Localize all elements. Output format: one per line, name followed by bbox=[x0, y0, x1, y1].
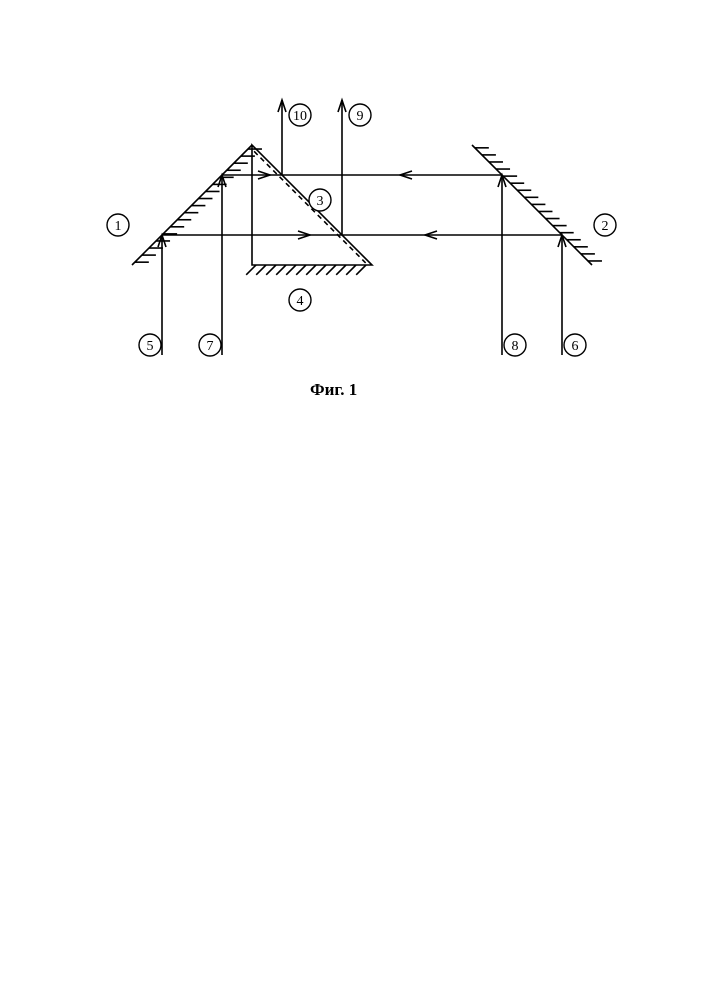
figure-caption: Фиг. 1 bbox=[310, 380, 357, 400]
label-3-text: 3 bbox=[317, 194, 324, 209]
prism-coating bbox=[254, 151, 366, 263]
label-6-text: 6 bbox=[572, 339, 579, 354]
label-2-text: 2 bbox=[602, 219, 609, 234]
label-8-text: 8 bbox=[512, 339, 519, 354]
label-9-text: 9 bbox=[357, 109, 364, 124]
label-10-text: 10 bbox=[293, 109, 307, 124]
label-4-text: 4 bbox=[297, 294, 304, 309]
label-5-text: 5 bbox=[147, 339, 154, 354]
label-7-text: 7 bbox=[207, 339, 214, 354]
label-1-text: 1 bbox=[115, 219, 122, 234]
optical-diagram: 1 2 3 4 5 6 7 8 9 10 bbox=[0, 0, 716, 1000]
